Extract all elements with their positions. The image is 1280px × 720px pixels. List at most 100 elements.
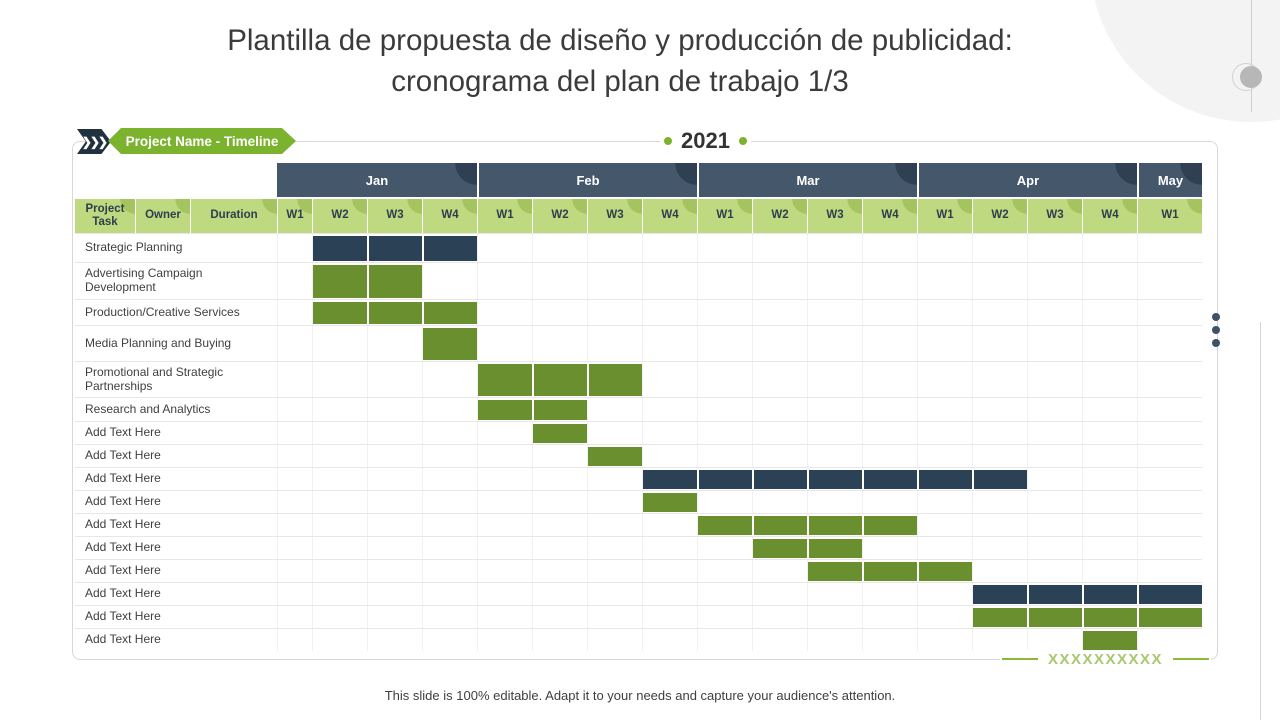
gantt-bar-segment[interactable] — [642, 491, 697, 513]
gantt-bar-segment[interactable] — [477, 362, 532, 397]
task-row: Production/Creative Services — [75, 299, 1202, 325]
task-name-cell[interactable]: Add Text Here — [85, 563, 161, 578]
gantt-bar-segment[interactable] — [972, 583, 1027, 605]
gantt-bar-segment[interactable] — [972, 468, 1027, 490]
gantt-bar-segment[interactable] — [807, 537, 862, 559]
task-name-cell[interactable]: Add Text Here — [85, 540, 161, 555]
gantt-cell — [422, 629, 477, 651]
gantt-bar-segment[interactable] — [1137, 606, 1202, 628]
gantt-bar-segment[interactable] — [422, 300, 477, 325]
gantt-table: Jan Feb Mar Apr May Project Task Owner Duration… — [75, 163, 1202, 651]
gantt-bar-segment[interactable] — [367, 263, 422, 299]
gantt-cell — [1027, 445, 1082, 467]
task-name-cell[interactable]: Media Planning and Buying — [85, 335, 232, 350]
gantt-bar-segment[interactable] — [1137, 583, 1202, 605]
gantt-cell — [972, 300, 1027, 325]
gantt-cell — [312, 583, 367, 605]
task-name-cell[interactable]: Add Text Here — [85, 425, 161, 440]
gantt-cell — [312, 491, 367, 513]
task-name-cell[interactable]: Add Text Here — [85, 609, 161, 624]
gantt-cell — [807, 234, 862, 262]
gantt-bar-segment[interactable] — [312, 263, 367, 299]
gantt-cell — [752, 398, 807, 421]
task-name-cell[interactable]: Add Text Here — [85, 632, 161, 647]
gantt-cell — [697, 362, 752, 397]
gantt-bar-segment[interactable] — [807, 514, 862, 536]
gantt-bar-segment[interactable] — [862, 560, 917, 582]
gantt-bar-segment[interactable] — [532, 362, 587, 397]
signature-placeholder-text[interactable]: XXXXXXXXXX — [1048, 650, 1164, 668]
gantt-cell — [422, 606, 477, 628]
gantt-bar-segment[interactable] — [752, 537, 807, 559]
gantt-cell — [972, 491, 1027, 513]
gantt-cell — [972, 326, 1027, 361]
gantt-bar-segment[interactable] — [752, 468, 807, 490]
gantt-cell — [862, 398, 917, 421]
gantt-cell — [972, 629, 1027, 651]
month-header-cell: May — [1137, 163, 1202, 197]
gantt-bar-segment[interactable] — [807, 468, 862, 490]
gantt-bar-segment[interactable] — [972, 606, 1027, 628]
month-header-cell: Jan — [277, 163, 477, 197]
task-name-cell[interactable]: Add Text Here — [85, 494, 161, 509]
year-label-group: 2021 — [660, 127, 751, 155]
task-name-cell[interactable]: Add Text Here — [85, 471, 161, 486]
gantt-bar-segment[interactable] — [862, 514, 917, 536]
gantt-cell — [862, 234, 917, 262]
gantt-bar-segment[interactable] — [862, 468, 917, 490]
task-name-cell[interactable]: Strategic Planning — [85, 240, 183, 255]
gantt-cell — [1082, 300, 1137, 325]
task-name-cell[interactable]: Add Text Here — [85, 517, 161, 532]
gantt-cell — [642, 560, 697, 582]
gantt-bar-segment[interactable] — [917, 468, 972, 490]
gantt-bar-segment[interactable] — [532, 398, 587, 421]
gantt-bar-segment[interactable] — [312, 300, 367, 325]
task-name-cell[interactable]: Production/Creative Services — [85, 304, 240, 319]
gantt-cell — [642, 445, 697, 467]
gantt-cell — [477, 560, 532, 582]
task-name-cell[interactable]: Add Text Here — [85, 448, 161, 463]
gantt-bar-segment[interactable] — [312, 234, 367, 262]
task-row: Add Text Here — [75, 513, 1202, 536]
gantt-cell — [972, 422, 1027, 444]
gantt-bar-segment[interactable] — [587, 445, 642, 467]
project-name-banner[interactable]: Project Name - Timeline — [108, 128, 296, 154]
gantt-cell — [917, 629, 972, 651]
gantt-bar-segment[interactable] — [1082, 583, 1137, 605]
gantt-cell — [972, 362, 1027, 397]
gantt-cell — [422, 263, 477, 299]
week-header-cell: W4 — [422, 199, 477, 233]
gantt-bar-segment[interactable] — [697, 514, 752, 536]
gantt-bar-segment[interactable] — [422, 326, 477, 361]
gantt-bar-segment[interactable] — [917, 560, 972, 582]
gantt-cell — [367, 629, 422, 651]
gantt-bar-segment[interactable] — [422, 234, 477, 262]
gantt-bar-segment[interactable] — [587, 362, 642, 397]
gantt-bar-segment[interactable] — [1027, 583, 1082, 605]
gantt-cell — [422, 445, 477, 467]
gantt-bar-segment[interactable] — [1082, 629, 1137, 651]
month-header-cell: Feb — [477, 163, 697, 197]
gantt-bar-segment[interactable] — [697, 468, 752, 490]
gantt-bar-segment[interactable] — [532, 422, 587, 444]
gantt-bar-segment[interactable] — [752, 514, 807, 536]
gantt-cell — [312, 398, 367, 421]
gantt-bar-segment[interactable] — [1082, 606, 1137, 628]
gantt-bar-segment[interactable] — [642, 468, 697, 490]
gantt-cell — [477, 537, 532, 559]
task-name-cell[interactable]: Add Text Here — [85, 586, 161, 601]
week-header-cell: W2 — [972, 199, 1027, 233]
gantt-cell — [642, 537, 697, 559]
gantt-bar-segment[interactable] — [477, 398, 532, 421]
gantt-cell — [807, 300, 862, 325]
gantt-bar-segment[interactable] — [807, 560, 862, 582]
task-name-cell[interactable]: Promotional and Strategic Partnerships — [85, 364, 224, 393]
gantt-cell — [1082, 514, 1137, 536]
task-name-cell[interactable]: Advertising Campaign Development — [85, 266, 203, 294]
circle-knob-decoration — [1240, 66, 1262, 88]
gantt-bar-segment[interactable] — [367, 300, 422, 325]
gantt-cell — [917, 606, 972, 628]
gantt-bar-segment[interactable] — [1027, 606, 1082, 628]
task-name-cell[interactable]: Research and Analytics — [85, 401, 211, 416]
gantt-bar-segment[interactable] — [367, 234, 422, 262]
